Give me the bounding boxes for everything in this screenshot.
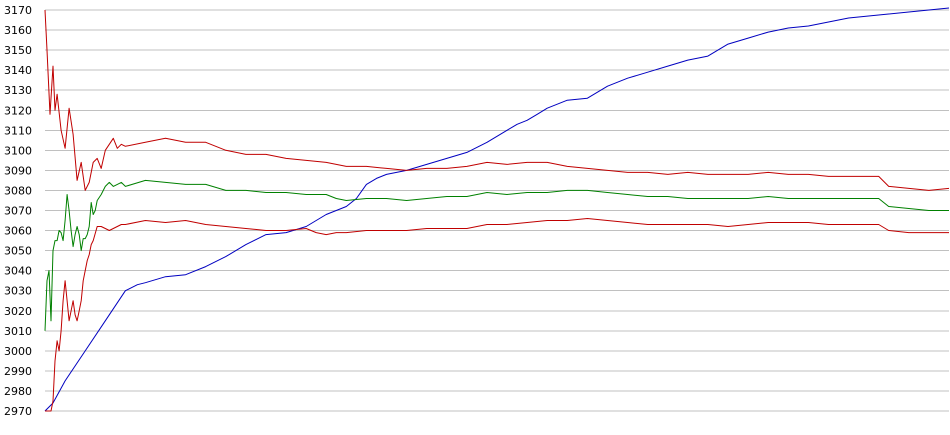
y-tick-label: 3090 [4, 164, 32, 177]
y-tick-label: 2980 [4, 385, 32, 398]
y-tick-label: 3020 [4, 305, 32, 318]
y-tick-label: 3030 [4, 285, 32, 298]
y-tick-label: 3110 [4, 124, 32, 137]
grid-lines [45, 9, 949, 412]
y-tick-label: 3140 [4, 64, 32, 77]
y-tick-label: 3060 [4, 225, 32, 238]
y-axis-tick-labels: 2970 2980 2990 3000 3010 3020 3030 3040 3050 3060… [4, 4, 32, 418]
y-tick-label: 3080 [4, 184, 32, 197]
y-tick-label: 3100 [4, 144, 32, 157]
y-tick-label: 2990 [4, 365, 32, 378]
series-line-1 [44, 7, 950, 412]
y-tick-label: 3150 [4, 44, 32, 57]
y-tick-label: 3010 [4, 325, 32, 338]
y-tick-label: 3170 [4, 4, 32, 17]
series-line-2 [44, 9, 950, 191]
y-tick-label: 2970 [4, 405, 32, 418]
series-lines [44, 7, 950, 412]
y-tick-label: 3160 [4, 24, 32, 37]
y-tick-label: 3050 [4, 245, 32, 258]
series-line-4 [45, 218, 949, 412]
y-tick-label: 3120 [4, 104, 32, 117]
y-tick-label: 3040 [4, 265, 32, 278]
y-tick-label: 3070 [4, 205, 32, 218]
series-line-3 [44, 179, 949, 331]
y-tick-label: 3000 [4, 345, 32, 358]
y-tick-label: 3130 [4, 84, 32, 97]
